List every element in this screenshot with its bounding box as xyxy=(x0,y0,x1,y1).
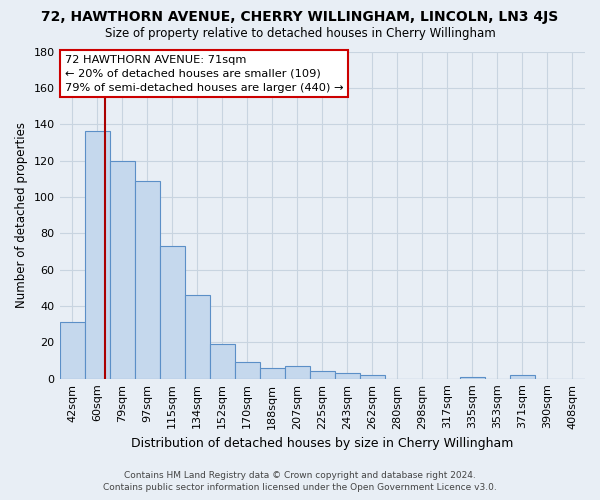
Bar xyxy=(360,375,385,378)
Y-axis label: Number of detached properties: Number of detached properties xyxy=(15,122,28,308)
Bar xyxy=(235,362,260,378)
Text: Size of property relative to detached houses in Cherry Willingham: Size of property relative to detached ho… xyxy=(104,28,496,40)
X-axis label: Distribution of detached houses by size in Cherry Willingham: Distribution of detached houses by size … xyxy=(131,437,514,450)
Bar xyxy=(460,377,485,378)
Text: Contains HM Land Registry data © Crown copyright and database right 2024.
Contai: Contains HM Land Registry data © Crown c… xyxy=(103,471,497,492)
Bar xyxy=(160,246,185,378)
Bar xyxy=(85,132,110,378)
Bar xyxy=(209,344,235,378)
Text: 72, HAWTHORN AVENUE, CHERRY WILLINGHAM, LINCOLN, LN3 4JS: 72, HAWTHORN AVENUE, CHERRY WILLINGHAM, … xyxy=(41,10,559,24)
Bar xyxy=(59,322,85,378)
Text: 72 HAWTHORN AVENUE: 71sqm
← 20% of detached houses are smaller (109)
79% of semi: 72 HAWTHORN AVENUE: 71sqm ← 20% of detac… xyxy=(65,55,343,93)
Bar xyxy=(134,180,160,378)
Bar xyxy=(260,368,285,378)
Bar xyxy=(185,295,209,378)
Bar xyxy=(335,373,360,378)
Bar xyxy=(285,366,310,378)
Bar xyxy=(110,160,134,378)
Bar xyxy=(310,372,335,378)
Bar xyxy=(510,375,535,378)
